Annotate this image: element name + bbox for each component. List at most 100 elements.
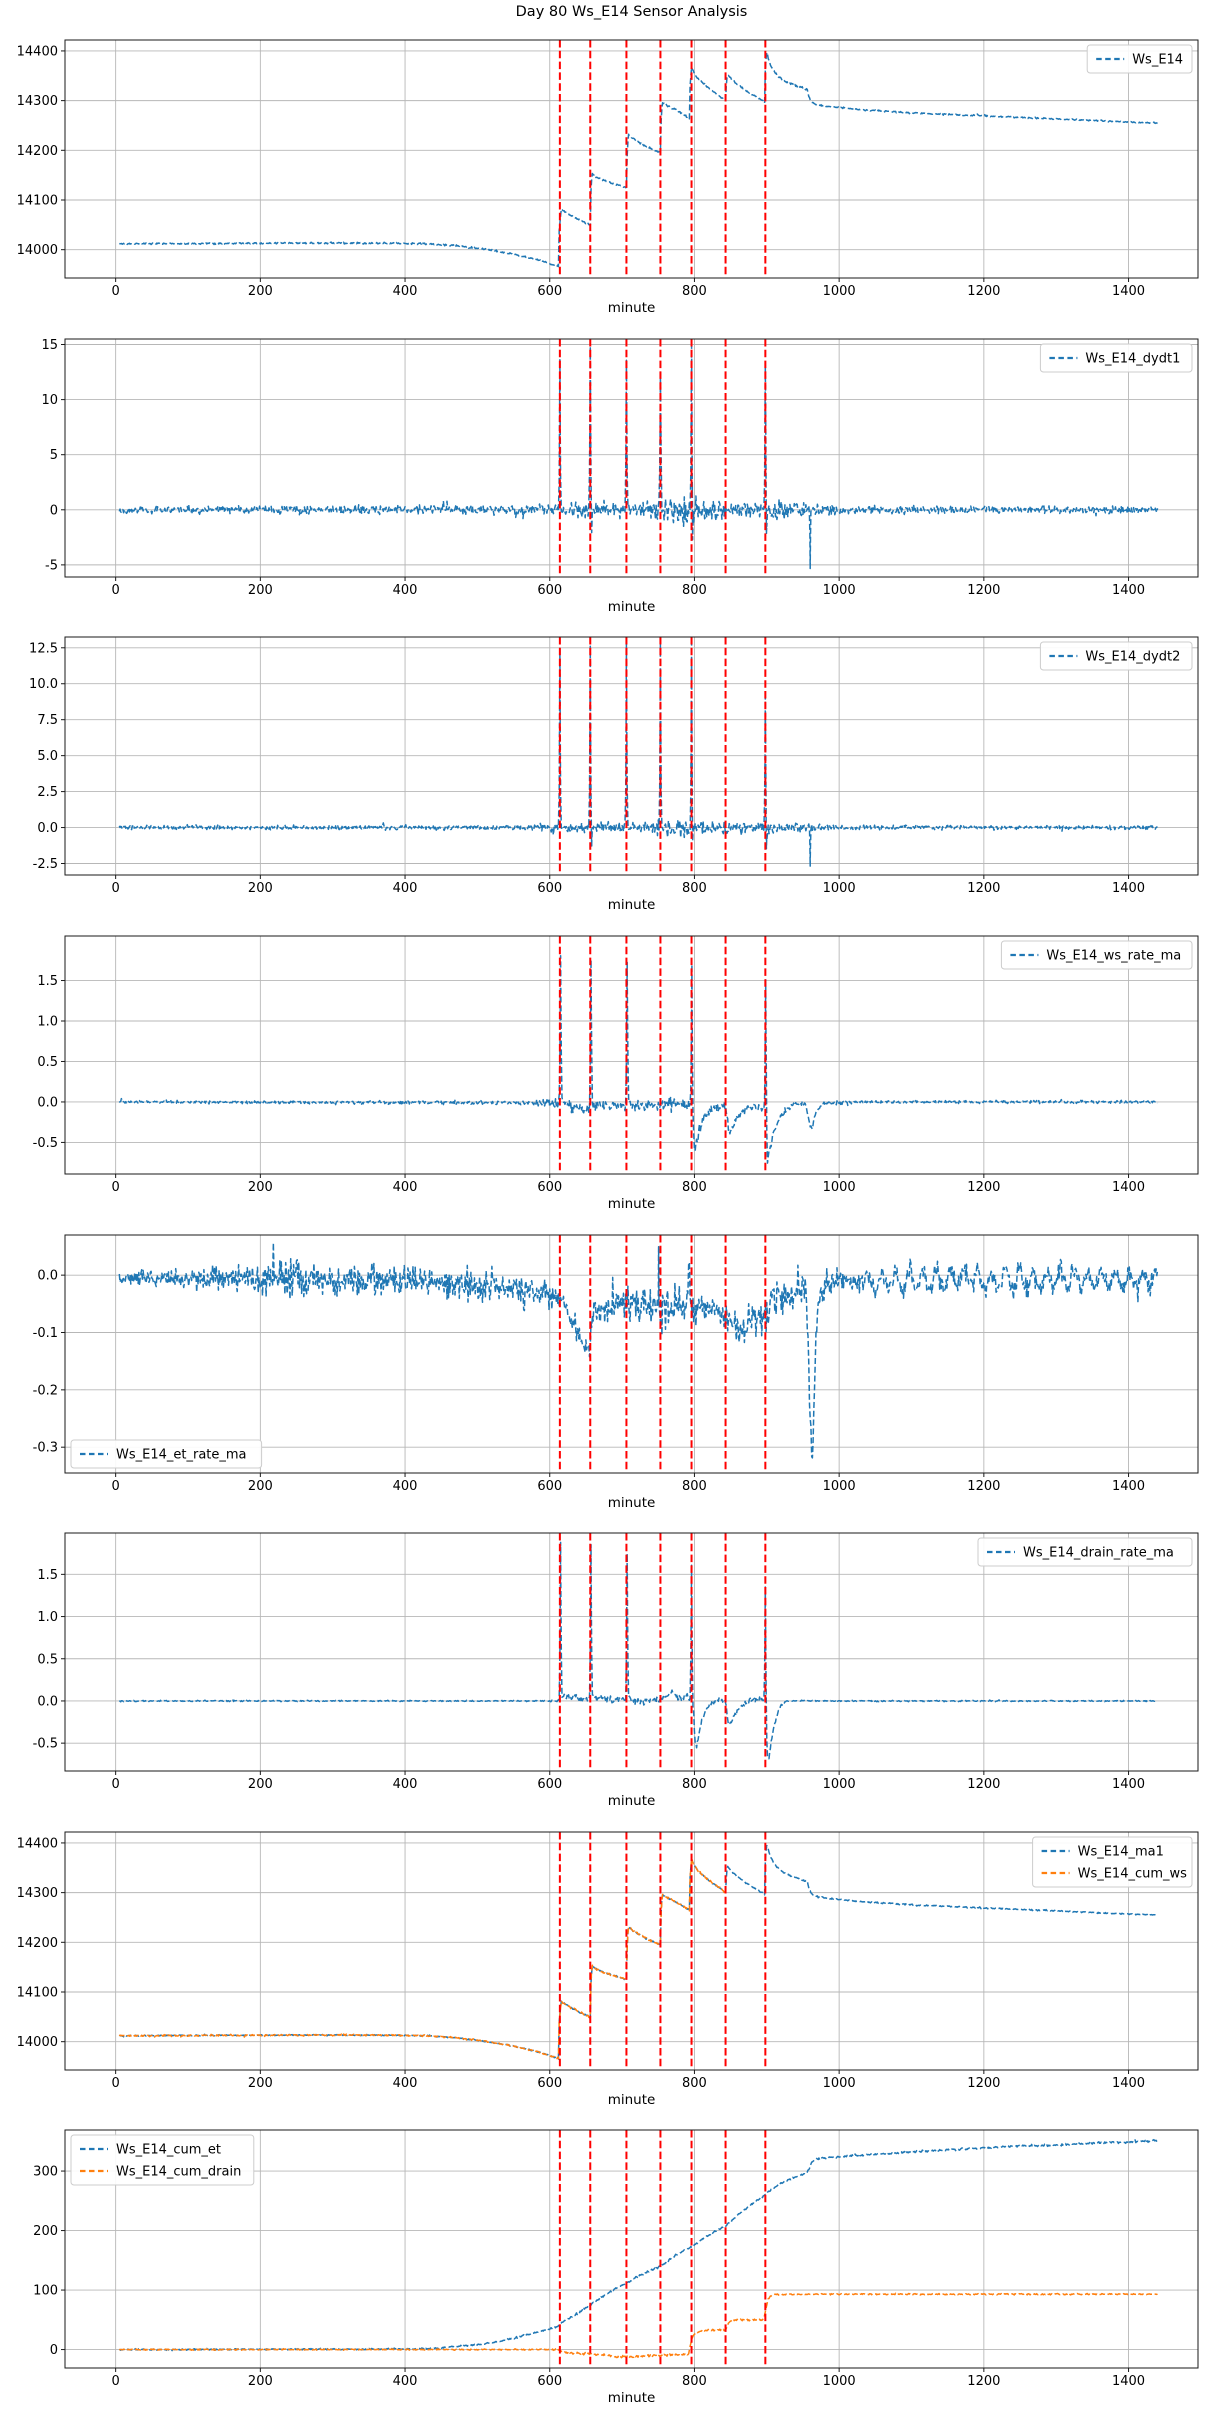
axes-border <box>64 1831 1199 2071</box>
x-tick-label: 1400 <box>1112 583 1145 598</box>
legend-label: Ws_E14_cum_drain <box>116 2165 241 2180</box>
y-tick-label: -0.3 <box>33 1440 58 1455</box>
y-tick-label: -5 <box>45 558 58 573</box>
y-tick-label: 0.0 <box>37 821 58 836</box>
x-tick-label: 1200 <box>967 1777 1000 1792</box>
series-path-Ws_E14_drain_rate_ma <box>118 1541 1158 1760</box>
x-tick-label: 200 <box>248 1479 273 1494</box>
x-tick-label: 400 <box>393 2374 418 2389</box>
x-tick-label: 1200 <box>967 2374 1000 2389</box>
x-tick-label: 1000 <box>823 881 856 896</box>
x-axis-label: minute <box>608 2390 656 2406</box>
legend: Ws_E14_cum_et Ws_E14_cum_drain <box>70 2134 255 2186</box>
x-tick-label: 1000 <box>823 284 856 299</box>
x-tick-label: 1400 <box>1112 1479 1145 1494</box>
x-axis-label: minute <box>608 897 656 913</box>
y-tick-label: 14400 <box>17 44 58 59</box>
y-tick-label: 200 <box>33 2224 58 2239</box>
series-path-Ws_E14_ma1 <box>118 1844 1158 2060</box>
legend-box <box>1032 1836 1193 1888</box>
panel-ma1_cum_ws: 0 200 400 600 800 1000 1200 1400 14000 14100 14200… <box>17 1831 1199 2108</box>
x-tick-label: 1200 <box>967 1180 1000 1195</box>
chart-title: Day 80 Ws_E14 Sensor Analysis <box>515 4 748 20</box>
x-tick-label: 400 <box>393 2076 418 2091</box>
legend: Ws_E14_drain_rate_ma <box>977 1537 1193 1567</box>
y-tick-label: 15 <box>41 338 58 353</box>
x-tick-label: 1000 <box>823 583 856 598</box>
x-tick-label: 1400 <box>1112 881 1145 896</box>
x-tick-label: 1000 <box>823 1180 856 1195</box>
y-tick-label: 10.0 <box>29 677 58 692</box>
legend: Ws_E14 <box>1086 44 1193 74</box>
y-tick-label: -2.5 <box>33 857 58 872</box>
x-tick-label: 800 <box>682 1479 707 1494</box>
x-tick-label: 400 <box>393 284 418 299</box>
x-tick-label: 200 <box>248 1180 273 1195</box>
legend: Ws_E14_dydt2 <box>1039 641 1193 671</box>
legend-box <box>1000 940 1193 970</box>
panel-drain_rate_ma: 0 200 400 600 800 1000 1200 1400 -0.5 0.0 0.5 1.0 1.… <box>33 1532 1199 1809</box>
panel-dydt1: 0 200 400 600 800 1000 1200 1400 -5 0 5 10 15 minute W… <box>41 338 1199 615</box>
x-tick-label: 200 <box>248 881 273 896</box>
x-tick-label: 600 <box>537 284 562 299</box>
x-tick-label: 0 <box>112 2374 120 2389</box>
y-tick-label: 14200 <box>17 1936 58 1951</box>
x-axis-label: minute <box>608 2092 656 2108</box>
axes-border <box>64 39 1199 279</box>
legend-label: Ws_E14_cum_et <box>116 2143 221 2158</box>
y-tick-label: 10 <box>41 393 58 408</box>
legend-box <box>1039 343 1193 373</box>
x-tick-label: 0 <box>112 881 120 896</box>
legend-label: Ws_E14_dydt1 <box>1085 351 1180 366</box>
y-tick-label: 0 <box>50 2343 58 2358</box>
y-tick-label: 14100 <box>17 1985 58 2000</box>
x-axis-label: minute <box>608 1495 656 1511</box>
x-tick-label: 800 <box>682 2374 707 2389</box>
x-tick-label: 1200 <box>967 583 1000 598</box>
legend-label: Ws_E14 <box>1132 53 1183 68</box>
x-tick-label: 1400 <box>1112 2076 1145 2091</box>
x-tick-label: 0 <box>112 1479 120 1494</box>
x-tick-label: 1000 <box>823 1777 856 1792</box>
x-tick-label: 600 <box>537 2374 562 2389</box>
legend-box <box>70 1439 263 1468</box>
x-axis-label: minute <box>608 1793 656 1809</box>
x-tick-label: 800 <box>682 1180 707 1195</box>
x-tick-label: 1400 <box>1112 1777 1145 1792</box>
y-tick-label: -0.2 <box>33 1383 58 1398</box>
axes-border <box>64 1532 1199 1772</box>
legend-label: Ws_E14_cum_ws <box>1078 1866 1188 1881</box>
x-tick-label: 200 <box>248 2076 273 2091</box>
legend-label: Ws_E14_ws_rate_ma <box>1046 948 1181 963</box>
y-tick-label: 5 <box>50 448 58 463</box>
x-tick-label: 800 <box>682 2076 707 2091</box>
x-tick-label: 0 <box>112 2076 120 2091</box>
x-axis-label: minute <box>608 599 656 615</box>
legend-label: Ws_E14_et_rate_ma <box>116 1447 247 1462</box>
panel-cum_et_cum_drain: 0 200 400 600 800 1000 1200 1400 0 100 200 300 minut… <box>33 2129 1199 2406</box>
y-tick-label: 14200 <box>17 144 58 159</box>
y-tick-label: 0.5 <box>37 1652 58 1667</box>
y-tick-label: 0.0 <box>37 1095 58 1110</box>
x-tick-label: 1200 <box>967 284 1000 299</box>
legend-label: Ws_E14_drain_rate_ma <box>1023 1546 1174 1561</box>
y-tick-label: -0.5 <box>33 1737 58 1752</box>
y-tick-label: 0.0 <box>37 1695 58 1710</box>
x-tick-label: 200 <box>248 2374 273 2389</box>
legend-box <box>977 1537 1193 1567</box>
x-tick-label: 200 <box>248 1777 273 1792</box>
series-path-Ws_E14_et_rate_ma <box>118 1241 1159 1459</box>
x-tick-label: 600 <box>537 2076 562 2091</box>
legend-box <box>70 2134 255 2186</box>
x-tick-label: 0 <box>112 583 120 598</box>
legend-label: Ws_E14_ma1 <box>1078 1844 1164 1859</box>
panel-et_rate_ma: 0 200 400 600 800 1000 1200 1400 -0.3 -0.2 -0.1 0.0… <box>33 1234 1199 1511</box>
panel-ws: 0 200 400 600 800 1000 1200 1400 14000 14100 14200… <box>17 39 1199 316</box>
x-tick-label: 1400 <box>1112 284 1145 299</box>
series-path-Ws_E14_cum_drain <box>118 2292 1158 2360</box>
y-tick-label: 14300 <box>17 94 58 109</box>
y-tick-label: 1.0 <box>37 1014 58 1029</box>
x-tick-label: 1200 <box>967 2076 1000 2091</box>
legend: Ws_E14_ma1 Ws_E14_cum_ws <box>1032 1836 1193 1888</box>
y-tick-label: 14100 <box>17 193 58 208</box>
